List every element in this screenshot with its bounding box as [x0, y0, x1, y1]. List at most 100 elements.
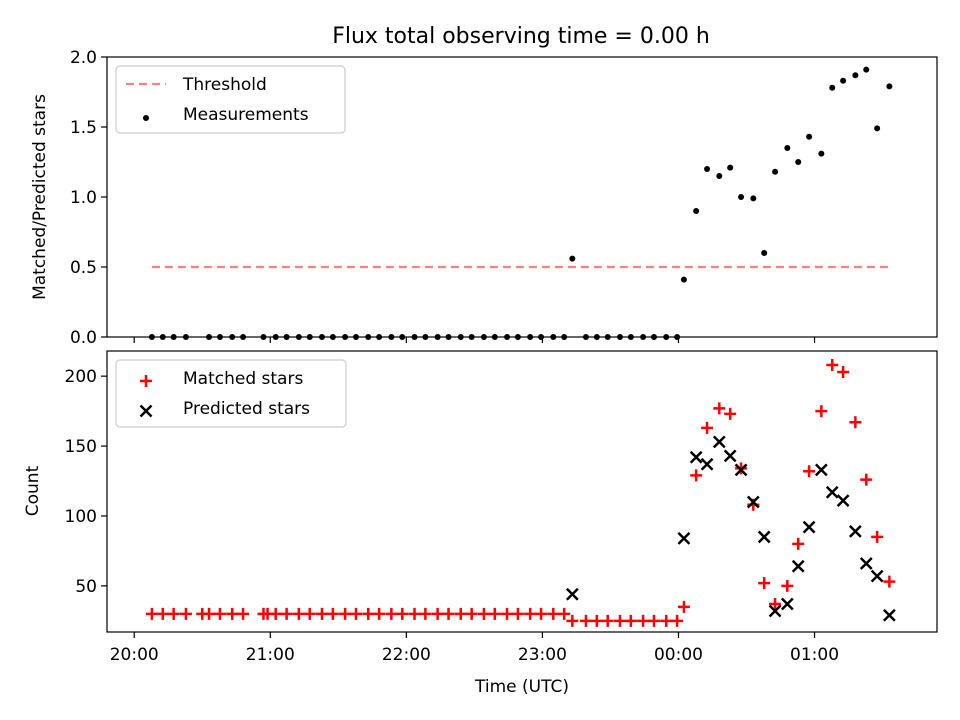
matched-star-marker: [837, 365, 850, 378]
predicted-star-marker: [848, 524, 862, 538]
matched-star-marker: [713, 402, 726, 415]
x-tick-label: 00:00: [654, 645, 703, 665]
matched-star-marker: [803, 465, 816, 478]
measurement-point: [863, 66, 870, 73]
y-tick-label: 100: [65, 507, 97, 527]
matched-star-marker: [815, 405, 828, 418]
legend: Threshold Measurements: [115, 65, 346, 134]
matched-star-marker: [454, 607, 467, 620]
matched-star-marker: [465, 607, 478, 620]
measurement-point: [772, 168, 779, 175]
x-tick-label: 20:00: [110, 645, 159, 665]
predicted-star-marker: [139, 404, 153, 418]
matched-star-marker: [660, 614, 673, 627]
y-tick-label: 1.0: [70, 188, 97, 208]
y-tick-label: 200: [65, 367, 97, 387]
measurement-point: [818, 150, 825, 157]
matched-star-marker: [792, 537, 805, 550]
y-tick-label: 0.0: [70, 328, 97, 348]
matched-star-marker: [373, 607, 386, 620]
legend-label: Matched stars: [183, 369, 303, 389]
predicted-star-marker: [825, 485, 839, 499]
matched-star-marker: [203, 607, 216, 620]
predicted-star-marker: [700, 457, 714, 471]
y-axis-label: Count: [23, 465, 43, 516]
predicted-star-marker: [802, 520, 816, 534]
matched-star-marker: [781, 579, 794, 592]
matched-star-marker: [292, 607, 305, 620]
matched-star-marker: [396, 607, 409, 620]
x-tick-label: 21:00: [246, 645, 295, 665]
matched-star-marker: [647, 614, 660, 627]
matched-star-marker: [477, 607, 490, 620]
matched-star-marker: [547, 607, 560, 620]
matched-star-marker: [140, 375, 152, 387]
matched-star-marker: [385, 607, 398, 620]
matched-star-marker: [339, 607, 352, 620]
measurement-point: [738, 194, 745, 200]
matched-star-marker: [566, 614, 579, 627]
measurement-point: [829, 84, 836, 91]
matched-star-marker: [601, 614, 614, 627]
matched-star-marker: [442, 607, 455, 620]
predicted-star-marker: [746, 495, 760, 509]
matched-star-marker: [226, 607, 239, 620]
matched-star-marker: [758, 577, 771, 590]
y-tick-label: 2.0: [70, 48, 97, 68]
predicted-star-marker: [565, 587, 579, 601]
matched-star-marker: [431, 607, 444, 620]
matched-star-marker: [156, 607, 169, 620]
matched-star-marker: [701, 421, 714, 434]
y-axis-label: Matched/Predicted stars: [30, 94, 50, 300]
measurement-point: [693, 208, 700, 214]
legend-label: Threshold: [182, 75, 267, 95]
predicted-star-marker: [791, 559, 805, 573]
predicted-star-marker: [712, 435, 726, 449]
predicted-star-marker: [836, 494, 850, 507]
plot-frame: [106, 350, 938, 633]
predicted-star-marker: [814, 463, 828, 477]
matched-star-marker: [871, 530, 884, 543]
measurement-point: [761, 250, 768, 256]
measurement-point: [874, 125, 881, 132]
plot-frame: [106, 56, 938, 338]
matched-star-marker: [511, 607, 524, 620]
y-tick-label: 0.5: [70, 258, 97, 278]
matched-star-marker: [524, 607, 537, 620]
legend-measurement-swatch: [143, 115, 149, 121]
predicted-star-marker: [757, 530, 771, 544]
matched-star-marker: [280, 607, 293, 620]
y-tick-label: 150: [65, 437, 97, 457]
matched-star-marker: [269, 607, 282, 620]
measurement-point: [750, 195, 757, 202]
measurement-point: [704, 166, 711, 172]
legend: Matched stars Predicted stars: [115, 359, 347, 428]
matched-star-marker: [350, 607, 362, 620]
matched-star-marker: [677, 600, 690, 613]
measurement-point: [886, 83, 893, 90]
predicted-star-marker: [689, 450, 703, 464]
matched-star-marker: [883, 575, 896, 588]
predicted-star-marker: [768, 604, 782, 618]
matched-star-marker: [419, 607, 432, 620]
x-tick-label: 22:00: [382, 645, 431, 665]
top-plot-panel: 0.0 0.5 1.0 1.5 2.0 Matched/Predicted stars Th…: [30, 48, 938, 348]
measurement-point: [727, 164, 734, 171]
x-tick-label: 01:00: [790, 645, 839, 665]
predicted-star-marker: [780, 597, 794, 611]
matched-star-marker: [590, 614, 603, 627]
predicted-star-marker: [734, 463, 748, 477]
predicted-star-marker: [677, 531, 691, 545]
chart-title: Flux total observing time = 0.00 h: [332, 24, 710, 49]
matched-star-marker: [326, 607, 339, 620]
matched-star-marker: [579, 614, 592, 627]
matched-star-marker: [237, 607, 250, 620]
matched-star-marker: [167, 607, 180, 620]
matched-star-marker: [315, 607, 328, 620]
matched-star-marker: [724, 407, 737, 420]
matched-star-marker: [558, 607, 571, 620]
matched-star-marker: [637, 614, 650, 627]
matched-star-marker: [535, 607, 548, 620]
matched-star-marker: [690, 469, 703, 482]
